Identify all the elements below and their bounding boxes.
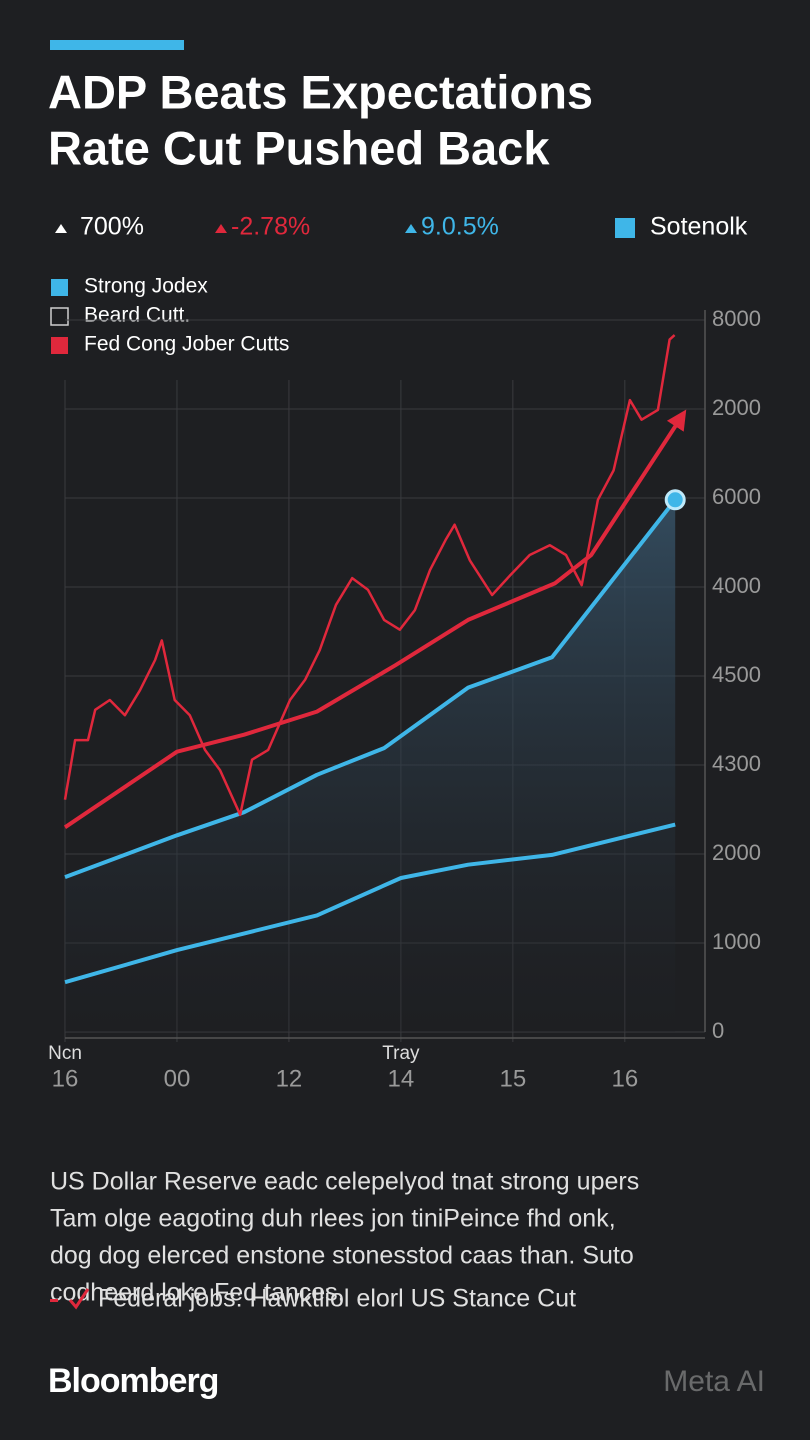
legend-swatch xyxy=(51,279,68,296)
body-text: dog dog elerced enstone stonesstod caas … xyxy=(50,1242,634,1270)
body-text: Tam olge eagoting duh rlees jon tiniPein… xyxy=(50,1205,616,1233)
body-text: US Dollar Reserve eadc celepelyod tnat s… xyxy=(50,1168,639,1196)
x-annotation: Ncn xyxy=(48,1043,82,1064)
x-tick-label: 14 xyxy=(388,1065,415,1092)
x-tick-label: 12 xyxy=(276,1065,303,1092)
legend-swatch xyxy=(51,337,68,354)
y-tick-label: 4300 xyxy=(712,751,761,776)
series-area xyxy=(65,499,676,1032)
y-tick-label: 1000 xyxy=(712,929,761,954)
stat-swatch xyxy=(615,218,635,238)
x-tick-label: 00 xyxy=(164,1065,191,1092)
check-icon xyxy=(68,1288,90,1310)
y-tick-label: 6000 xyxy=(712,484,761,509)
x-annotation: Tray xyxy=(382,1043,420,1064)
stat-value: 9.0.5% xyxy=(421,213,499,241)
x-tick-label: 16 xyxy=(611,1065,638,1092)
legend-label: Beard Cutt. xyxy=(84,304,190,327)
y-tick-label: 8000 xyxy=(712,306,761,331)
bullet-text: Federal jobs: Hawktliol elorl US Stance … xyxy=(98,1285,576,1313)
stat-arrow xyxy=(405,224,417,233)
brand: Bloomberg xyxy=(48,1362,218,1400)
y-tick-label: 4500 xyxy=(712,662,761,687)
bullet-dash xyxy=(50,1299,58,1302)
y-tick-label: 0 xyxy=(712,1018,724,1043)
x-tick-label: 15 xyxy=(500,1065,527,1092)
y-tick-label: 4000 xyxy=(712,573,761,598)
x-tick-label: 16 xyxy=(52,1065,79,1092)
end-dot xyxy=(664,489,686,511)
body-text: codheerd loke Fed tances. xyxy=(50,1279,345,1307)
stat-value: -2.78% xyxy=(231,213,310,241)
series-line xyxy=(64,822,676,985)
legend-label: Strong Jodex xyxy=(84,275,208,298)
series-line xyxy=(64,498,677,879)
watermark: Meta AI xyxy=(663,1365,765,1398)
stat-value: 700% xyxy=(80,213,144,241)
headline: ADP Beats Expectations xyxy=(48,65,593,118)
stat-arrow xyxy=(215,224,227,233)
series-line xyxy=(63,334,676,817)
accent-bar xyxy=(50,40,184,50)
legend-label: Fed Cong Jober Cutts xyxy=(84,333,289,356)
stat-legend: Sotenolk xyxy=(650,213,748,241)
series-line xyxy=(63,409,687,829)
legend-swatch xyxy=(50,307,69,326)
headline: Rate Cut Pushed Back xyxy=(48,121,550,174)
y-tick-label: 2000 xyxy=(712,395,761,420)
stat-arrow xyxy=(55,224,67,233)
y-tick-label: 2000 xyxy=(712,840,761,865)
